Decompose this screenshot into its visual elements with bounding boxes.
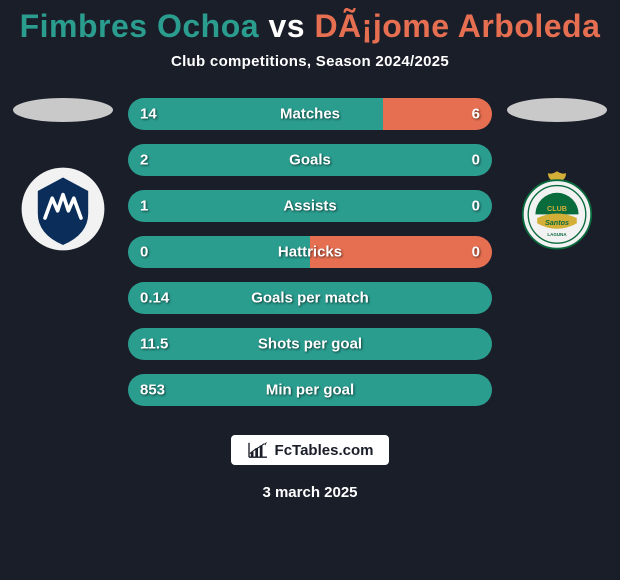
stat-left-value: 0 <box>140 244 148 261</box>
comparison-title: Fimbres Ochoa vs DÃ¡jome Arboleda <box>0 0 620 45</box>
stat-left-value: 11.5 <box>140 336 168 353</box>
stat-right-value: 0 <box>472 198 480 215</box>
stat-bar: Hattricks 0 0 <box>128 236 492 268</box>
svg-text:Santos: Santos <box>545 218 569 227</box>
stat-bar: Goals per match 0.14 <box>128 282 492 314</box>
fctables-logo: FcTables.com <box>230 434 391 466</box>
stat-label: Assists <box>283 198 336 215</box>
stat-left-value: 853 <box>140 382 165 399</box>
left-column <box>8 98 118 254</box>
stat-bar: Shots per goal 11.5 <box>128 328 492 360</box>
main-content: Matches146Goals20Assists10Hattricks00Goa… <box>0 98 620 420</box>
left-ellipse-shape <box>13 98 113 122</box>
stat-right-value: 0 <box>472 244 480 261</box>
stat-label: Min per goal <box>266 382 354 399</box>
stats-column: Matches146Goals20Assists10Hattricks00Goa… <box>118 98 502 420</box>
player1-name: Fimbres Ochoa <box>20 8 259 44</box>
stat-label: Shots per goal <box>258 336 362 353</box>
stat-right-value: 6 <box>472 106 480 123</box>
fctables-text: FcTables.com <box>275 442 374 459</box>
stat-label: Matches <box>280 106 340 123</box>
right-column: CLUB Santos LAGUNA <box>502 98 612 254</box>
stat-right-value: 0 <box>472 152 480 169</box>
stat-left-value: 14 <box>140 106 157 123</box>
stat-left-value: 0.14 <box>140 290 169 307</box>
date-text: 3 march 2025 <box>0 484 620 501</box>
stat-bar: Goals 2 0 <box>128 144 492 176</box>
stat-left-value: 2 <box>140 152 148 169</box>
stat-bar: Matches 14 6 <box>128 98 492 130</box>
stat-label: Goals <box>289 152 331 169</box>
stat-label: Hattricks <box>278 244 342 261</box>
player2-name: DÃ¡jome Arboleda <box>314 8 600 44</box>
chart-icon <box>247 441 269 459</box>
footer-logo-row: FcTables.com <box>0 434 620 466</box>
team1-badge <box>18 164 108 254</box>
stat-bar: Min per goal 853 <box>128 374 492 406</box>
season-subtitle: Club competitions, Season 2024/2025 <box>0 53 620 70</box>
vs-text: vs <box>268 8 305 44</box>
stat-label: Goals per match <box>251 290 369 307</box>
svg-text:CLUB: CLUB <box>547 204 567 213</box>
svg-text:LAGUNA: LAGUNA <box>547 232 567 237</box>
team2-badge: CLUB Santos LAGUNA <box>512 164 602 254</box>
right-ellipse-shape <box>507 98 607 122</box>
stat-left-value: 1 <box>140 198 148 215</box>
stat-bar: Assists 1 0 <box>128 190 492 222</box>
stat-bar-left-fill <box>128 98 383 130</box>
